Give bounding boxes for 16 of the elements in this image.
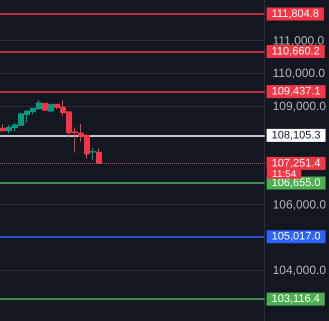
ref-line-label: 107,251.4 (272, 157, 321, 170)
y-tick-label: 111,000.0 (272, 33, 325, 48)
ref-line-label: 110,660.2 (272, 46, 320, 58)
ref-line-label: 108,105.3 (272, 129, 321, 142)
ref-line-label: 111,804.8 (272, 8, 319, 20)
y-tick-label: 109,000.0 (272, 99, 326, 114)
ref-line-label: 103,116.4 (272, 293, 320, 306)
candlestick (90, 148, 96, 161)
ref-line-label: 105,017.0 (272, 230, 321, 243)
ref-line-label: 109,437.1 (272, 86, 321, 98)
y-tick-label: 104,000.0 (272, 263, 326, 278)
candlestick (42, 102, 48, 111)
y-tick-label: 110,000.0 (272, 66, 326, 80)
candlestick (48, 104, 54, 112)
candlestick (0, 124, 6, 132)
y-tick-label: 106,000.0 (272, 197, 326, 212)
